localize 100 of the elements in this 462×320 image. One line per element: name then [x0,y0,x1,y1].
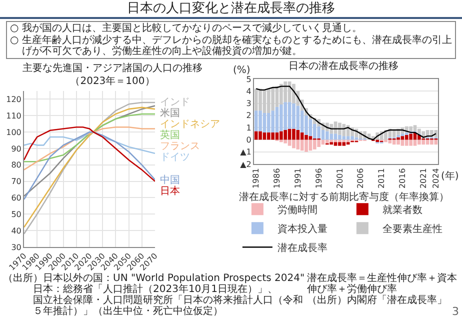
text: （出所）内閣府「潜在成長率」 [307,295,448,306]
bar [266,132,270,140]
bar [254,110,258,132]
line-series [24,131,155,154]
series-label: インド [160,97,190,108]
x-tick-label: 2006 [356,168,366,189]
y-tick-label: 30 [11,242,22,252]
y-tick-label: 2 [246,111,252,120]
y-tick-label: 80 [11,160,22,170]
series-label: 英国 [160,129,180,141]
y-tick-label: 40 [11,226,22,236]
text: 3 [452,305,459,318]
bar [308,140,312,151]
line-series [24,126,155,170]
bar [346,142,350,145]
y-tick-label: 1 [246,123,252,132]
bar [254,88,258,111]
y-tick-label: 3 [246,99,252,108]
y-tick-label: 60 [11,194,22,203]
line-series [255,86,437,140]
text: 国立社会保障・人口問題研究所「日本の将来推計人口（令和５年推計）」（出生中位・死亡中位仮定） [32,295,304,317]
text: 日本の人口変化と潜在成長率の推移 [0,0,462,19]
bar [384,140,388,142]
bar [400,134,404,136]
legend-title: 潜在成長率に対する前期比寄与度（年率換算） [239,191,449,203]
bar [342,136,346,140]
bar [280,140,283,142]
bar [266,88,270,113]
bar [296,130,300,140]
x-tick-label: 1991 [294,168,303,189]
bar [300,140,304,151]
bar [284,130,288,140]
bar [418,140,421,145]
text: ○ 我が国の人口は、主要国と比較してかなりのペースで減少していく見通し。 [10,23,363,34]
bar [338,142,342,146]
series-label: 米国 [160,107,180,119]
bar [330,140,334,142]
bar [304,140,308,152]
bar [338,140,342,142]
y-tick-label: 5 [246,74,252,84]
bar [262,113,266,132]
bar [404,134,408,140]
y-tick-label: ▲2 [240,160,252,169]
text: （出所）日本以外の国：UN "World Population Prospects 2024" [3,273,306,284]
bar [404,132,408,135]
bar [426,140,430,145]
bar [413,140,417,146]
bar [280,131,283,140]
x-tick-label: 2021 [418,168,428,189]
bar [317,126,320,138]
bar [317,140,320,147]
y-tick-label: 70 [11,177,22,186]
y-tick-label: ▲1 [240,148,252,157]
series-label: 中国 [160,174,180,186]
bar [392,130,396,138]
bar [350,136,354,140]
series-label: フランス [160,141,200,152]
bar [409,126,412,132]
bar [304,134,308,140]
y-tick-label: 110 [6,111,22,120]
bar [275,106,279,132]
bar [296,140,300,150]
x-tick-label: 2024 [432,168,441,189]
bar [292,103,296,129]
bar [258,110,262,132]
x-axis-title: (年) [441,170,459,182]
bar [346,136,350,140]
line-series [24,126,155,182]
legend-label: 潜在成長率 [277,242,328,254]
bar [396,134,400,138]
bar [346,140,350,142]
bar [338,134,342,140]
bar [271,88,274,111]
legend-label: 全要素生産性 [382,223,442,235]
bar [284,102,288,130]
legend-label: 労働時間 [277,204,318,216]
y-tick-label: 90 [11,144,22,154]
y-tick-label: 100 [6,128,22,137]
bar [430,140,434,145]
y-tick-label: 0 [246,136,252,145]
series-label: ドイツ [160,152,190,163]
bar [330,142,334,145]
x-tick-label: 1981 [252,168,261,189]
bar [434,140,438,145]
x-tick-label: 2011 [377,168,386,189]
bar [404,140,408,146]
bar [409,134,412,140]
x-tick-label: 1996 [314,168,324,189]
y-tick-label: 120 [6,95,22,104]
bar [342,140,346,142]
series-label: 日本 [160,185,180,197]
line-series [24,131,155,200]
chart-subtitle: （2023年＝100） [70,75,155,87]
y-axis-title: (%) [233,65,250,76]
bar [284,140,288,144]
bar [321,140,325,145]
bar [334,140,338,142]
bar [434,130,438,138]
bar [330,134,334,140]
bar [288,140,292,146]
